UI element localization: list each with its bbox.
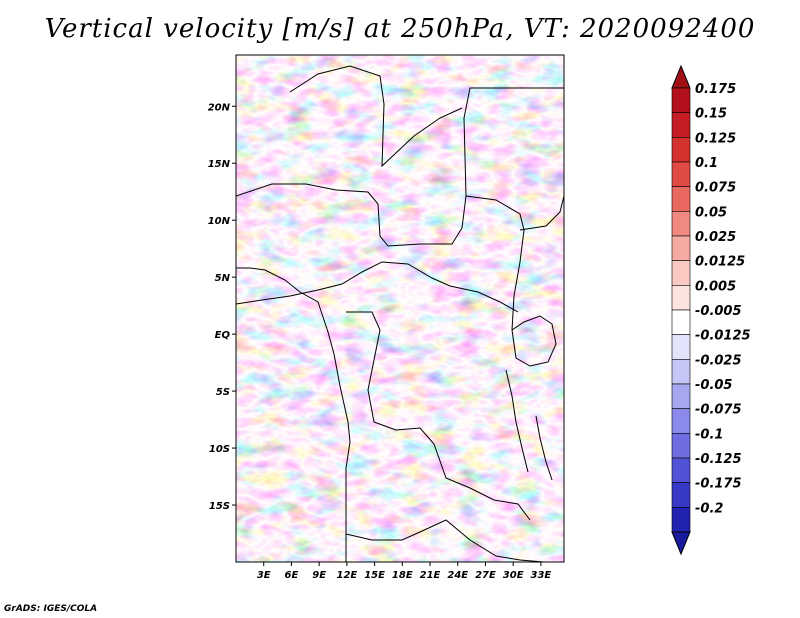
colorbar-label: 0.025 <box>695 230 736 245</box>
colorbar-label: -0.1 <box>695 427 723 442</box>
colorbar-label: 0.175 <box>695 82 736 97</box>
lat-tick-label: EQ <box>215 330 231 341</box>
colorbar-label: 0.075 <box>695 181 736 196</box>
grads-credit: GrADS: IGES/COLA <box>4 604 98 614</box>
colorbar: 0.175 0.15 0.125 0.1 0.075 0.05 0.025 0.0125 0.0… <box>671 64 751 556</box>
lon-tick-label: 18E <box>392 570 413 581</box>
west-africa-coastline <box>236 267 351 562</box>
lat-tick-label: 20N <box>208 102 231 113</box>
colorbar-label: -0.005 <box>695 304 742 319</box>
colorbar-label: 0.005 <box>695 279 736 294</box>
colorbar-swatch <box>671 112 691 138</box>
colorbar-swatch <box>671 186 691 212</box>
colorbar-swatch <box>671 211 691 237</box>
colorbar-swatch <box>671 161 691 187</box>
colorbar-swatch <box>671 359 691 385</box>
border-north <box>289 65 463 168</box>
colorbar-bottom-arrow <box>671 531 691 556</box>
latitude-axis: 20N 15N 10N 5N EQ 5S 10S 15S <box>208 102 236 512</box>
lon-tick-label: 21E <box>420 570 441 581</box>
colorbar-label: -0.2 <box>695 501 723 516</box>
map-plot-area <box>236 55 564 562</box>
colorbar-swatch <box>671 260 691 286</box>
lon-tick-label: 9E <box>312 570 326 581</box>
border-east <box>465 195 564 331</box>
lon-tick-label: 24E <box>447 570 468 581</box>
lon-tick-label: 3E <box>257 570 271 581</box>
colorbar-label: -0.125 <box>695 452 742 467</box>
colorbar-swatch <box>671 383 691 409</box>
lat-tick-label: 15N <box>208 159 231 170</box>
colorbar-top-arrow <box>671 64 691 89</box>
colorbar-swatch <box>671 482 691 508</box>
map-title: Vertical velocity [m/s] at 250hPa, VT: 2… <box>44 14 756 44</box>
lat-tick-label: 15S <box>209 501 230 512</box>
lon-tick-label: 15E <box>364 570 385 581</box>
colorbar-swatch <box>671 457 691 483</box>
velocity-field <box>236 55 564 562</box>
map-frame <box>235 54 565 563</box>
colorbar-swatch <box>671 87 691 113</box>
border-congo <box>346 311 531 521</box>
lon-tick-label: 27E <box>475 570 496 581</box>
longitude-axis: 3E 6E 9E 12E 15E 18E 21E 24E 27E 30E 33E <box>257 562 552 581</box>
colorbar-swatch <box>671 309 691 335</box>
lake-victoria-region <box>511 315 557 367</box>
colorbar-label: 0.05 <box>695 205 727 220</box>
colorbar-swatch <box>671 285 691 311</box>
lat-tick-label: 10S <box>209 444 230 455</box>
lat-tick-label: 5S <box>216 387 230 398</box>
colorbar-label: 0.0125 <box>695 255 745 270</box>
colorbar-swatch <box>671 408 691 434</box>
border-sahel <box>236 87 564 247</box>
lon-tick-label: 30E <box>503 570 524 581</box>
lon-tick-label: 6E <box>285 570 299 581</box>
colorbar-label: 0.15 <box>695 107 727 122</box>
lon-tick-label: 12E <box>336 570 357 581</box>
colorbar-swatch <box>671 433 691 459</box>
lat-tick-label: 5N <box>215 273 231 284</box>
colorbar-swatch <box>671 137 691 163</box>
border-south <box>345 519 545 562</box>
colorbar-label: 0.1 <box>695 156 718 171</box>
rift-lakes <box>505 369 553 481</box>
colorbar-label: -0.075 <box>695 403 742 418</box>
border-central <box>236 261 519 313</box>
colorbar-swatch <box>671 235 691 261</box>
colorbar-label: -0.05 <box>695 378 732 393</box>
colorbar-swatch <box>671 334 691 360</box>
colorbar-label: -0.0125 <box>695 329 751 344</box>
colorbar-swatch <box>671 507 691 533</box>
colorbar-label: -0.025 <box>695 353 742 368</box>
lon-tick-label: 33E <box>531 570 552 581</box>
coastlines-and-borders <box>236 65 564 562</box>
colorbar-label: 0.125 <box>695 131 736 146</box>
colorbar-label: -0.175 <box>695 477 742 492</box>
lat-tick-label: 10N <box>208 216 231 227</box>
